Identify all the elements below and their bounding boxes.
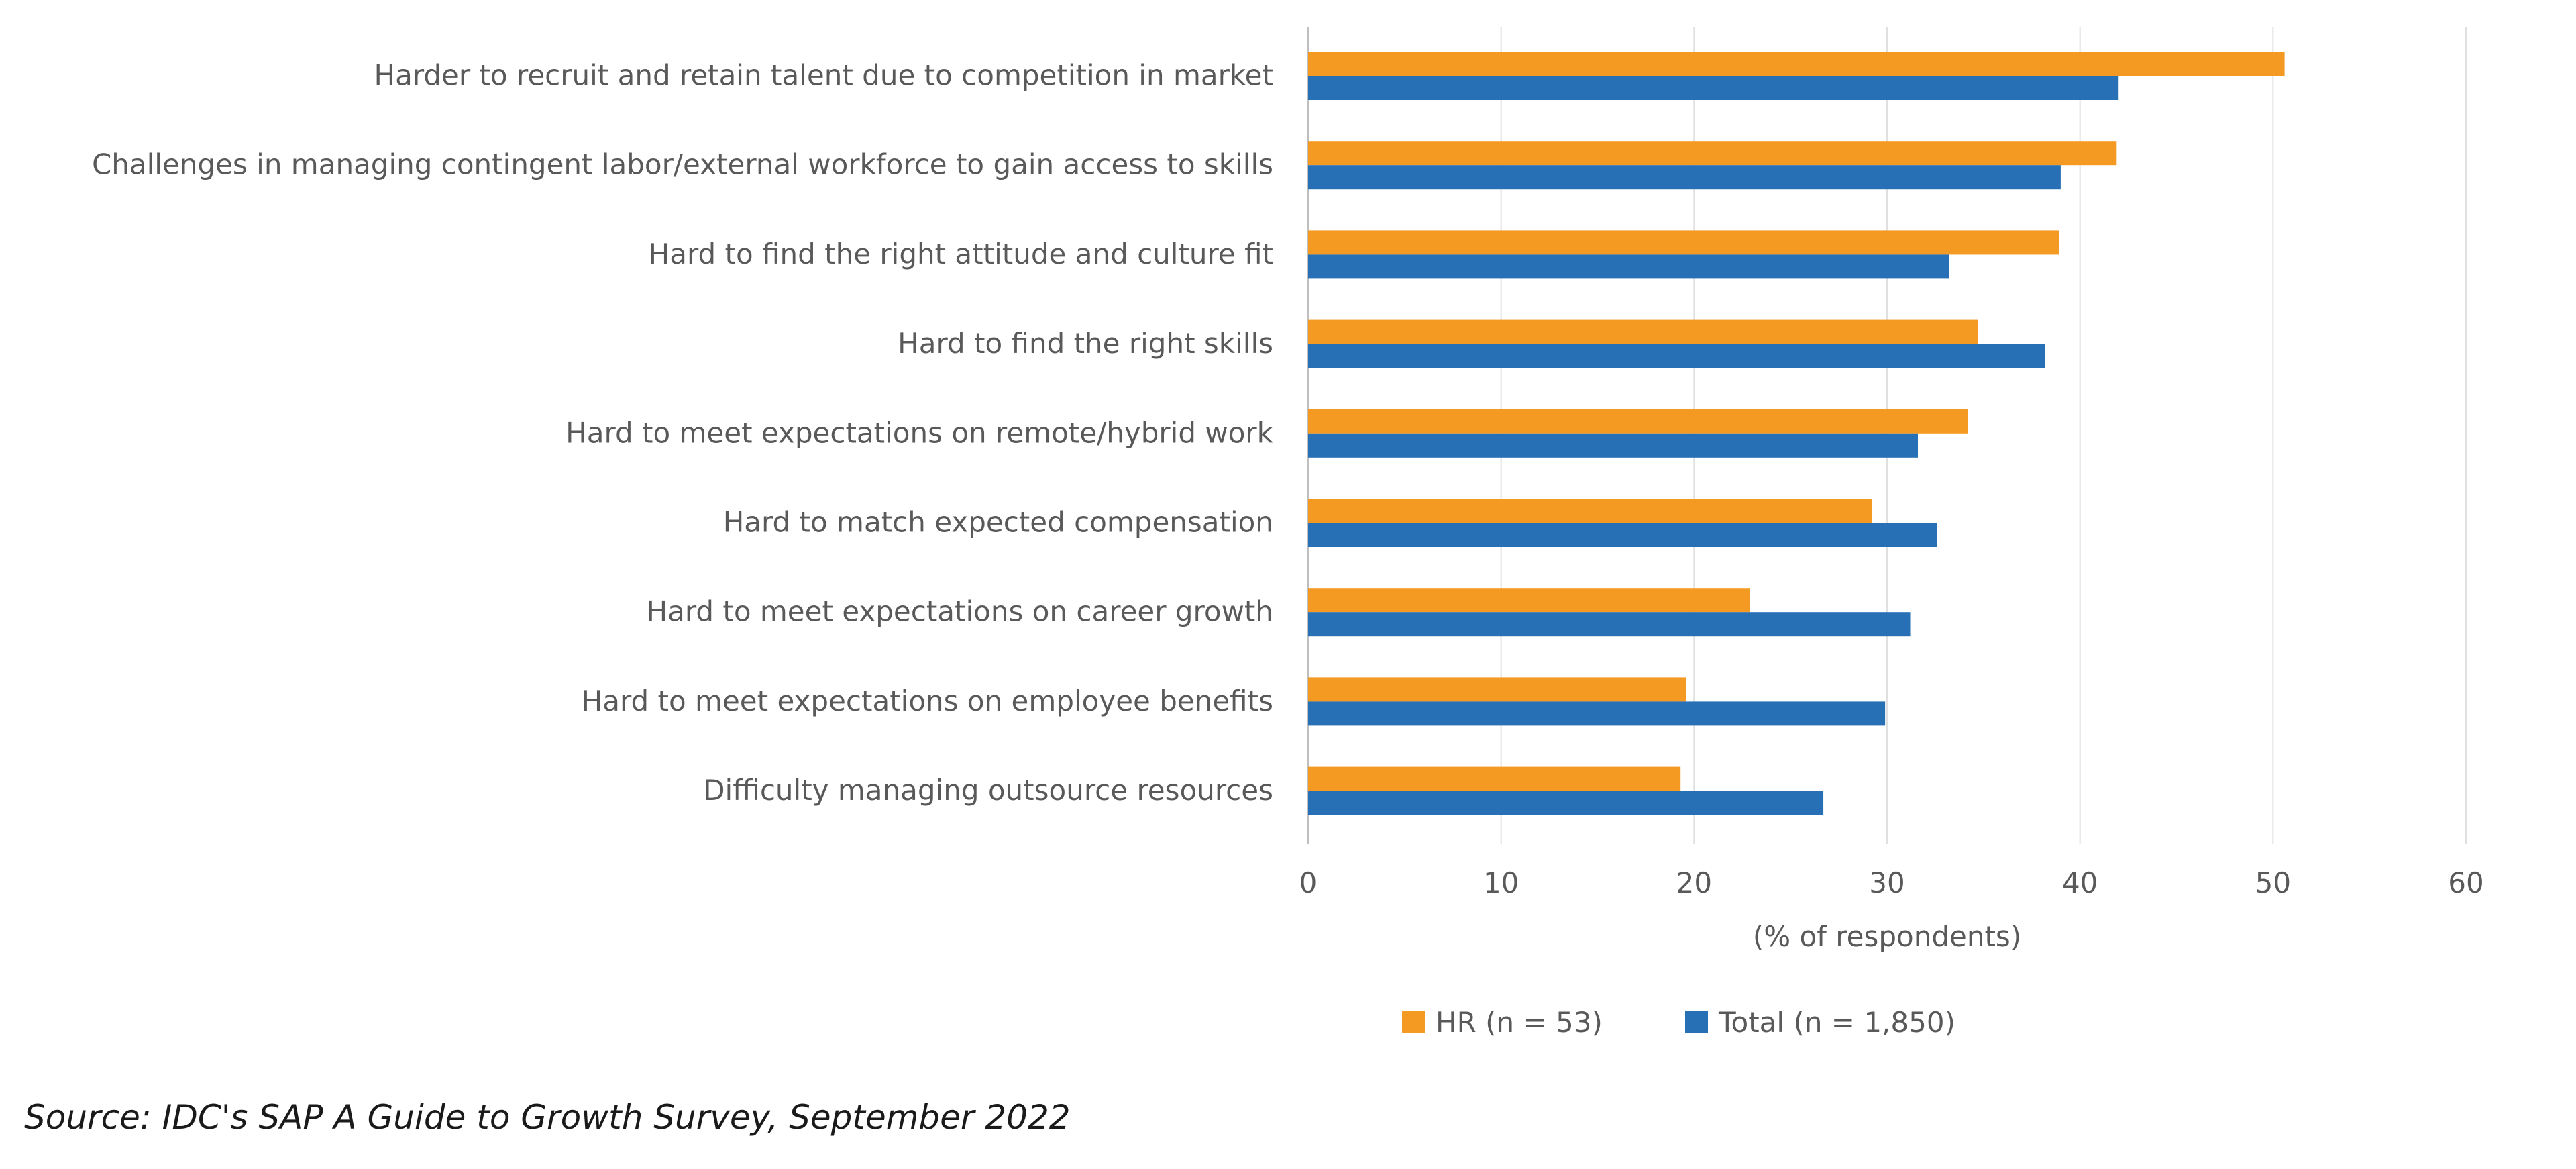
category-label-5: Hard to match expected compensation — [723, 506, 1273, 539]
bar-hr-5 — [1308, 499, 1872, 523]
x-tick-label-10: 10 — [1483, 866, 1519, 899]
bar-hr-2 — [1308, 230, 2059, 255]
legend: HR (n = 53) Total (n = 1,850) — [1402, 1006, 1955, 1039]
bar-total-8 — [1308, 791, 1824, 815]
bar-hr-3 — [1308, 319, 1978, 344]
x-tick-label-30: 30 — [1869, 866, 1904, 899]
bar-total-7 — [1308, 701, 1886, 726]
bar-total-0 — [1308, 76, 2119, 100]
bar-total-3 — [1308, 344, 2045, 368]
bar-hr-0 — [1308, 52, 2285, 76]
bar-hr-1 — [1308, 141, 2117, 166]
category-label-0: Harder to recruit and retain talent due … — [374, 59, 1274, 92]
category-label-3: Hard to find the right skills — [898, 327, 1273, 360]
bar-total-1 — [1308, 165, 2061, 190]
x-tick-label-20: 20 — [1676, 866, 1712, 899]
category-label-4: Hard to meet expectations on remote/hybr… — [566, 416, 1274, 449]
source-note: Source: IDC's SAP A Guide to Growth Surv… — [24, 1098, 1071, 1137]
bar-total-4 — [1308, 433, 1919, 458]
legend-label-total: Total (n = 1,850) — [1718, 1006, 1955, 1039]
bar-hr-4 — [1308, 409, 1968, 434]
bar-hr-8 — [1308, 766, 1681, 791]
bar-hr-6 — [1308, 588, 1750, 613]
legend-swatch-hr — [1402, 1011, 1425, 1033]
x-axis-title: (% of respondents) — [1753, 920, 2021, 953]
bar-total-2 — [1308, 254, 1949, 279]
legend-label-hr: HR (n = 53) — [1436, 1006, 1603, 1039]
bars — [1308, 52, 2285, 815]
bar-total-5 — [1308, 523, 1937, 547]
bar-total-6 — [1308, 612, 1911, 637]
x-tick-label-40: 40 — [2062, 866, 2098, 899]
x-tick-label-0: 0 — [1299, 866, 1318, 899]
category-labels: Harder to recruit and retain talent due … — [92, 59, 1274, 807]
legend-swatch-total — [1685, 1011, 1708, 1033]
x-tick-label-60: 60 — [2448, 866, 2483, 899]
bar-hr-7 — [1308, 677, 1686, 702]
category-label-1: Challenges in managing contingent labor/… — [92, 148, 1273, 181]
category-label-7: Hard to meet expectations on employee be… — [582, 684, 1273, 717]
x-tick-label-50: 50 — [2255, 866, 2291, 899]
category-label-2: Hard to find the right attitude and cult… — [649, 238, 1273, 270]
category-label-8: Difficulty managing outsource resources — [703, 774, 1273, 807]
x-axis-ticks: 0 10 20 30 40 50 60 — [1299, 866, 2484, 899]
category-label-6: Hard to meet expectations on career grow… — [647, 595, 1274, 628]
